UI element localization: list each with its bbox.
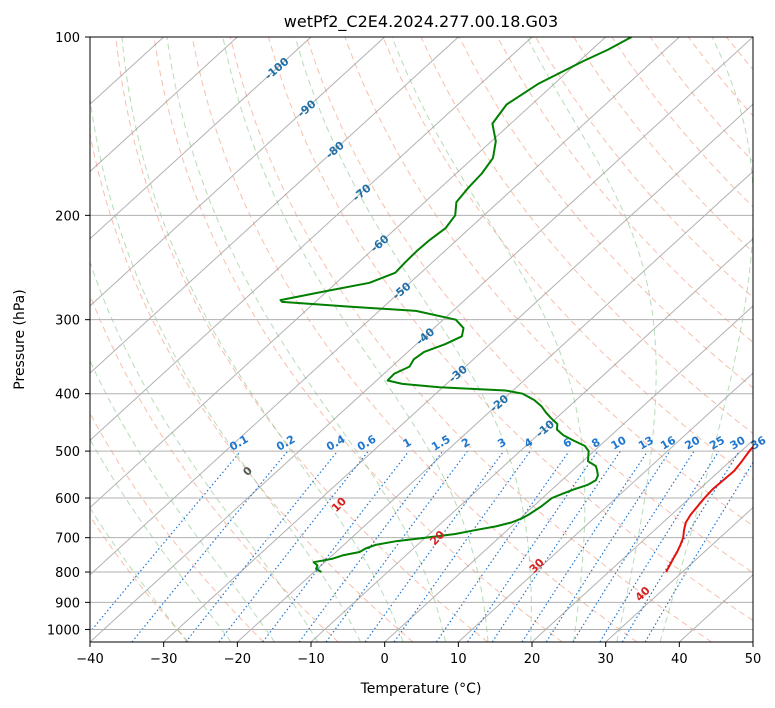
plot-frame (89, 36, 754, 643)
mixing-ratio-line (572, 450, 695, 642)
isotherm-line (236, 170, 753, 642)
y-tick-label: 500 (55, 445, 80, 460)
isotherm-line (90, 37, 753, 642)
dry-adiabat-line (90, 131, 414, 642)
y-tick-label: 800 (55, 566, 80, 581)
dry-adiabat-line (90, 515, 190, 642)
x-axis: −40 −30 −20 −10 0 10 20 30 40 50 (76, 642, 761, 667)
mixing-ratio-line (435, 450, 570, 642)
dry-adiabat-line (535, 37, 753, 298)
isotherm-line (90, 37, 533, 442)
mixing-ratio-line (325, 450, 468, 642)
moist-adiabat-line (391, 37, 586, 642)
dry-adiabat-line (115, 37, 488, 642)
dry-adiabat-line (382, 37, 753, 481)
dry-adiabat-line (153, 37, 563, 642)
isotherm-line (605, 506, 753, 642)
mixing-ratio-line (521, 450, 649, 642)
y-tick-label: 400 (55, 388, 80, 403)
mixing-ratio-line (545, 450, 671, 642)
mixing-ratio-line (621, 450, 740, 642)
isotherm-line (90, 37, 238, 173)
dry-adiabat-line (306, 37, 753, 574)
mixing-ratio-line (298, 450, 444, 642)
x-tick-label: 40 (671, 652, 688, 667)
mixing-ratio-line (90, 450, 242, 633)
isotherm-line (90, 37, 680, 576)
y-axis: 100 200 300 400 500 600 700 800 900 1000 (47, 31, 90, 638)
mixing-ratio-line (262, 450, 410, 642)
x-tick-label: −40 (76, 652, 103, 667)
temperature-profile-line (665, 445, 753, 573)
isotherm-line (90, 37, 312, 240)
x-tick-label: −30 (150, 652, 177, 667)
y-tick-label: 100 (55, 31, 80, 46)
dewpoint-profile-line (279, 37, 632, 573)
y-tick-label: 700 (55, 532, 80, 547)
x-axis-label: Temperature (°C) (360, 681, 482, 697)
x-tick-label: 30 (597, 652, 614, 667)
mixing-ratio-line (393, 450, 531, 642)
isotherm-line (457, 372, 753, 642)
mixing-ratio-line (466, 450, 599, 642)
isotherm-line (163, 103, 753, 642)
isotherm-line (384, 305, 753, 642)
moist-adiabat-line (121, 37, 404, 642)
isotherm-line (90, 37, 386, 307)
y-tick-label: 300 (55, 314, 80, 329)
x-tick-label: −20 (224, 652, 251, 667)
moist-adiabat-line (166, 37, 447, 642)
x-tick-label: 10 (450, 652, 467, 667)
dry-adiabat-line (268, 37, 753, 622)
y-tick-label: 1000 (47, 623, 80, 638)
mixing-ratio-line (364, 450, 505, 642)
y-tick-label: 200 (55, 209, 80, 224)
moist-adiabat-line (294, 37, 532, 642)
x-tick-label: 20 (524, 652, 541, 667)
moist-adiabat-line (90, 359, 276, 642)
profiles (279, 37, 753, 573)
mixing-ratio-line (131, 450, 289, 642)
isotherm-line (310, 237, 753, 642)
y-tick-label: 900 (55, 596, 80, 611)
chart-title: wetPf2_C2E4.2024.277.00.18.G03 (284, 12, 558, 32)
moist-adiabat-line (90, 260, 319, 642)
dry-adiabat-line (496, 37, 753, 344)
mixing-ratio-line (491, 450, 621, 642)
y-tick-label: 600 (55, 492, 80, 507)
moist-adiabat-line (659, 37, 753, 642)
x-tick-label: −10 (297, 652, 324, 667)
x-tick-label: 50 (745, 652, 762, 667)
moist-adiabat-line (222, 37, 489, 642)
isotherm-line (531, 439, 753, 642)
isotherm-line (90, 37, 459, 374)
dry-adiabat-line (90, 412, 264, 642)
moist-adiabat-line (90, 507, 188, 642)
x-tick-label: 0 (381, 652, 389, 667)
moist-adiabat-line (90, 438, 232, 642)
background-lines (90, 37, 753, 642)
mixing-ratio-line (185, 450, 339, 642)
y-axis-label: Pressure (hPa) (12, 289, 28, 389)
